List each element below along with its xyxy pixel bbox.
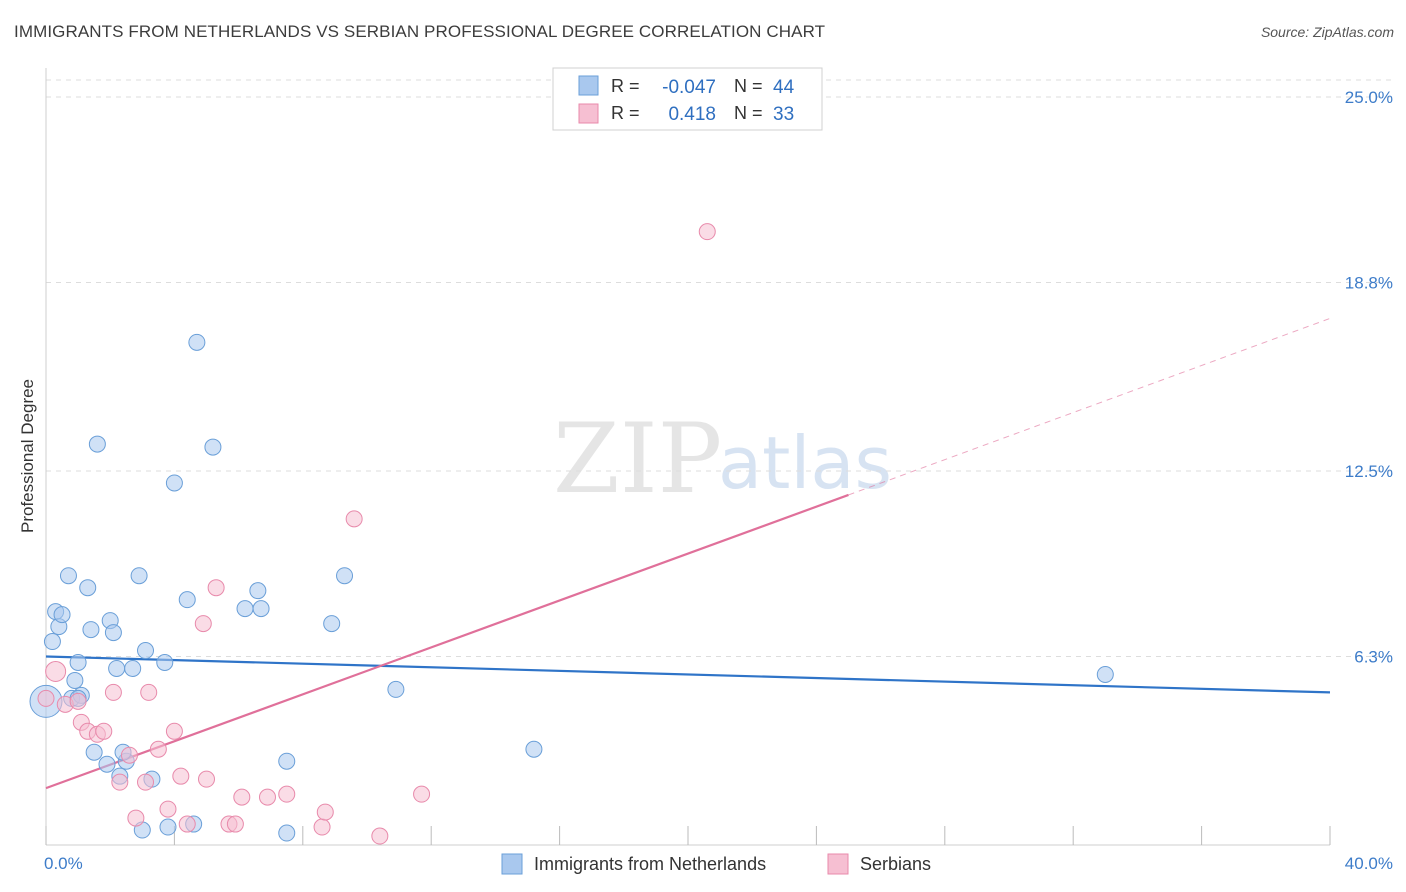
blue-data-point (66, 671, 84, 689)
blue-data-point (53, 606, 71, 624)
pink-data-point (172, 767, 190, 785)
correlation-legend: R = -0.047 N = 44 R = 0.418 N = 33 (552, 67, 823, 131)
legend-r-label: R = (611, 103, 640, 123)
blue-data-point (79, 579, 97, 597)
series-legend: Immigrants from Netherlands Serbians (501, 853, 931, 875)
blue-data-point (104, 624, 122, 642)
blue-data-point (130, 567, 148, 585)
pink-data-point (69, 692, 87, 710)
pink-data-point (95, 722, 113, 740)
pink-data-point (159, 800, 177, 818)
pink-data-point (233, 788, 251, 806)
blue-data-point (159, 818, 177, 836)
blue-data-point (124, 659, 142, 677)
pink-data-point (198, 770, 215, 788)
pink-data-point (45, 660, 67, 682)
blue-data-point (249, 582, 267, 600)
blue-data-point (137, 642, 155, 660)
pink-data-point (120, 746, 138, 764)
pink-data-point (207, 579, 225, 597)
pink-data-point (178, 815, 196, 833)
pink-data-point (137, 773, 155, 791)
blue-data-point (525, 740, 543, 758)
blue-data-point (88, 435, 106, 453)
pink-data-point (226, 815, 244, 833)
data-points (29, 223, 1114, 845)
x-tick-label: 40.0% (1345, 854, 1393, 873)
blue-data-point (43, 633, 61, 651)
pink-data-point (165, 722, 183, 740)
blue-data-point (323, 615, 341, 633)
blue-data-point (278, 824, 296, 842)
legend-r-value: 0.418 (668, 104, 716, 125)
pink-data-point (316, 803, 334, 821)
blue-data-point (188, 333, 206, 351)
pink-data-point (345, 510, 363, 528)
gridlines (46, 79, 1393, 658)
blue-data-point (278, 752, 296, 770)
legend-swatch-pink (578, 103, 599, 124)
legend-n-label: N = (734, 76, 763, 96)
pink-data-point (698, 223, 716, 241)
watermark-zip: ZIP (553, 403, 722, 515)
blue-data-point (252, 600, 270, 618)
pink-data-point (313, 818, 331, 836)
y-tick-label: 12.5% (1345, 462, 1393, 481)
y-axis-label: Professional Degree (18, 379, 37, 533)
pink-trend-extension (848, 317, 1331, 496)
y-tick-label: 18.8% (1345, 274, 1393, 293)
blue-data-point (108, 659, 126, 677)
legend-n-label: N = (734, 103, 763, 123)
legend-swatch-blue (578, 75, 599, 96)
pink-data-point (413, 785, 431, 803)
blue-trend-line (45, 655, 1331, 694)
pink-trend-line (45, 493, 849, 790)
blue-data-point (387, 680, 405, 698)
blue-data-point (1096, 665, 1114, 683)
legend-swatch-netherlands (501, 853, 523, 875)
blue-data-point (178, 591, 196, 609)
chart-title: IMMIGRANTS FROM NETHERLANDS VS SERBIAN P… (14, 22, 826, 41)
pink-data-point (149, 740, 167, 758)
y-tick-label: 25.0% (1345, 88, 1393, 107)
blue-data-point (336, 567, 354, 585)
blue-data-point (165, 474, 183, 492)
blue-data-point (236, 600, 254, 618)
pink-data-point (37, 689, 55, 707)
legend-swatch-serbians (827, 853, 849, 875)
pink-data-point (194, 615, 212, 633)
blue-data-point (69, 653, 87, 671)
blue-data-point (59, 567, 77, 585)
legend-n-value: 33 (773, 104, 794, 125)
pink-data-point (111, 773, 129, 791)
source-note: Source: ZipAtlas.com (1260, 24, 1394, 40)
pink-data-point (371, 827, 389, 845)
pink-data-point (104, 683, 122, 701)
blue-data-point (82, 621, 100, 639)
legend-label-serbians: Serbians (860, 854, 931, 874)
legend-r-label: R = (611, 76, 640, 96)
watermark-atlas: atlas (718, 421, 892, 505)
legend-r-value: -0.047 (662, 77, 716, 98)
trend-lines (45, 317, 1331, 790)
y-tick-label: 6.3% (1354, 648, 1393, 667)
pink-data-point (278, 785, 296, 803)
blue-data-point (204, 438, 222, 456)
x-tick-labels: 0.0% 40.0% (44, 854, 1393, 873)
blue-data-point (98, 755, 116, 773)
pink-data-point (140, 683, 158, 701)
y-tick-labels: 6.3% 12.5% 18.8% 25.0% (1345, 88, 1393, 667)
pink-data-point (127, 809, 145, 827)
pink-data-point (258, 788, 276, 806)
legend-label-netherlands: Immigrants from Netherlands (534, 854, 766, 874)
blue-data-point (85, 743, 103, 761)
legend-n-value: 44 (773, 77, 795, 98)
x-tick-label: 0.0% (44, 854, 83, 873)
blue-data-point (156, 653, 174, 671)
